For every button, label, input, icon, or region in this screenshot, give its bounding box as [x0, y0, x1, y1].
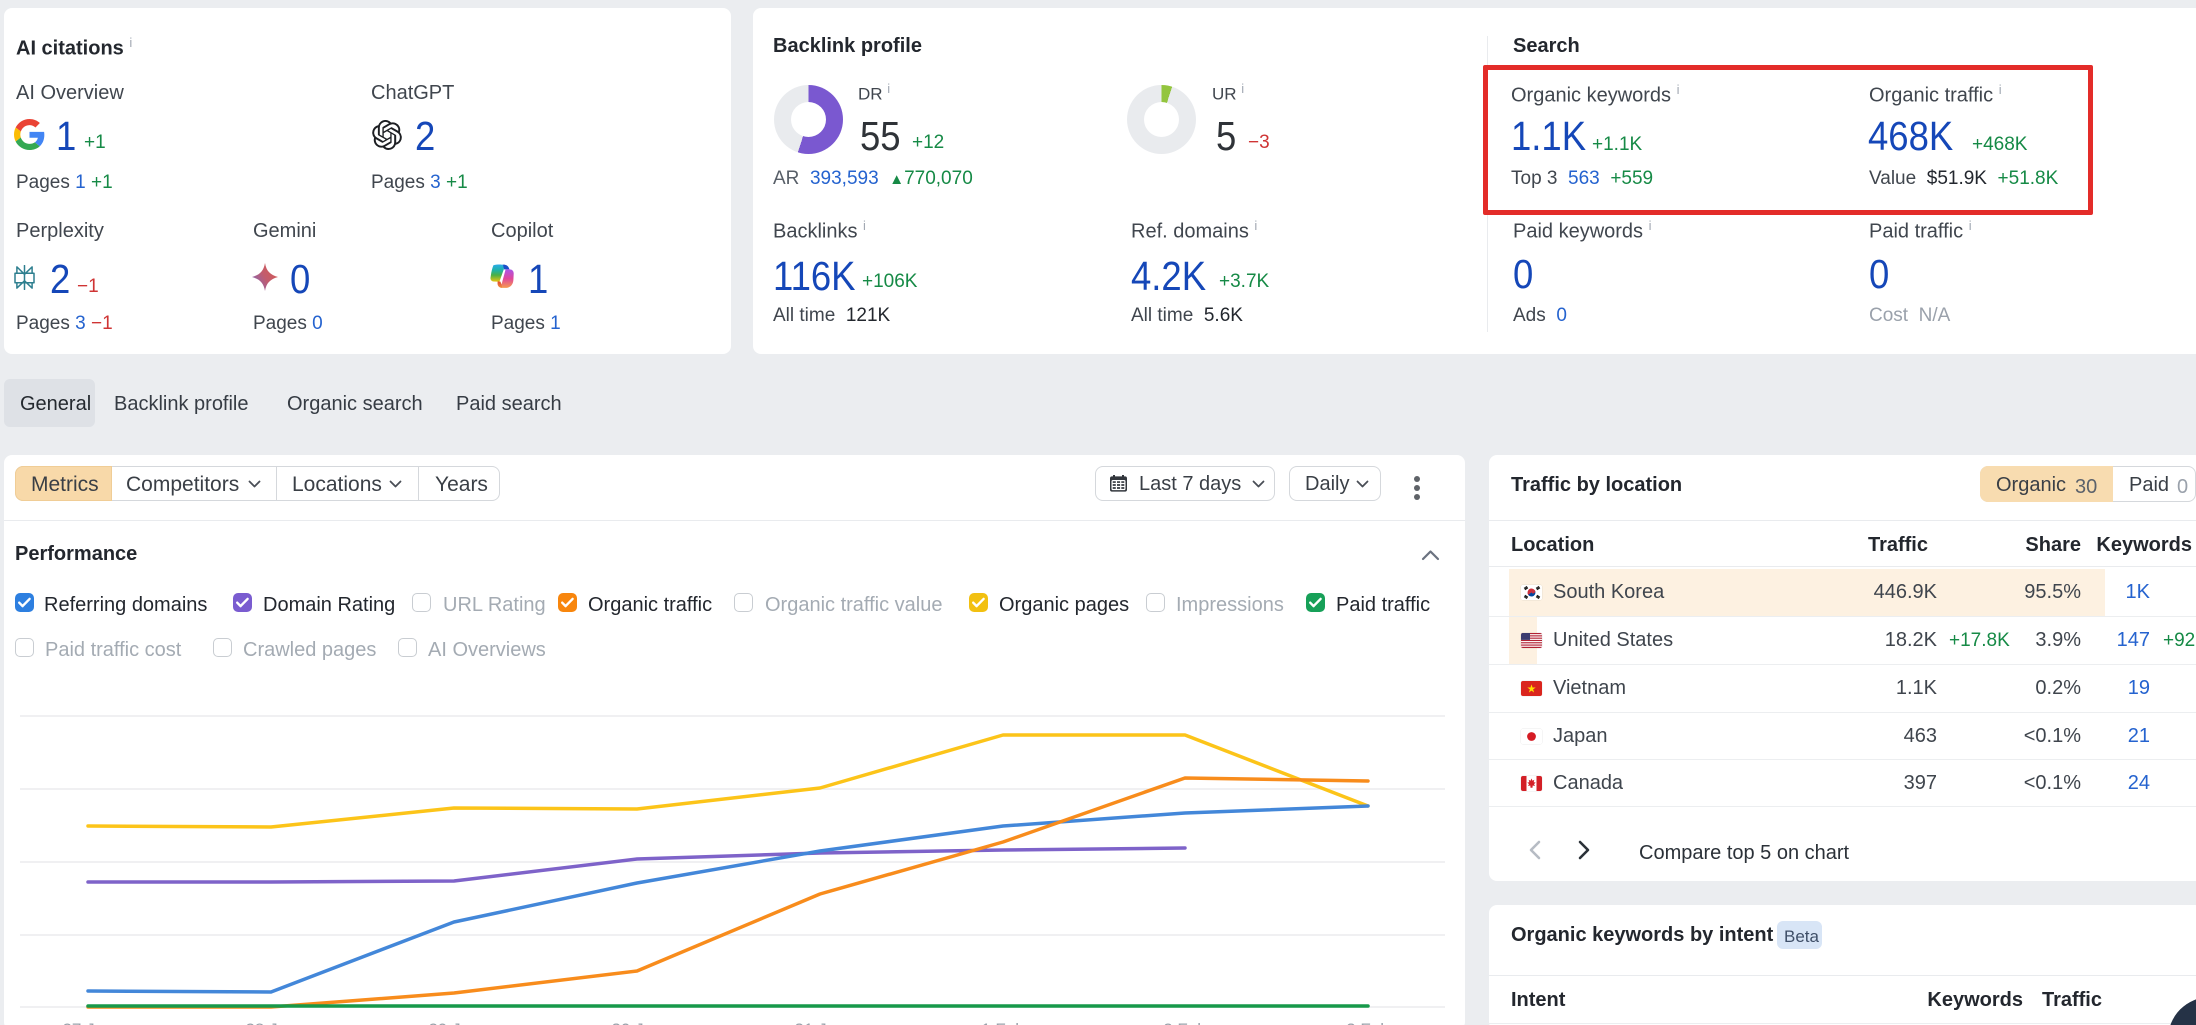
svg-text:3 Feb: 3 Feb [1346, 1020, 1389, 1025]
svg-text:27 Jan: 27 Jan [62, 1020, 113, 1025]
svg-text:28 Jan: 28 Jan [245, 1020, 296, 1025]
svg-text:29 Jan: 29 Jan [428, 1020, 479, 1025]
svg-text:1 Feb: 1 Feb [981, 1020, 1024, 1025]
svg-text:31 Jan: 31 Jan [794, 1020, 845, 1025]
svg-text:2 Feb: 2 Feb [1163, 1020, 1206, 1025]
svg-text:30 Jan: 30 Jan [611, 1020, 662, 1025]
